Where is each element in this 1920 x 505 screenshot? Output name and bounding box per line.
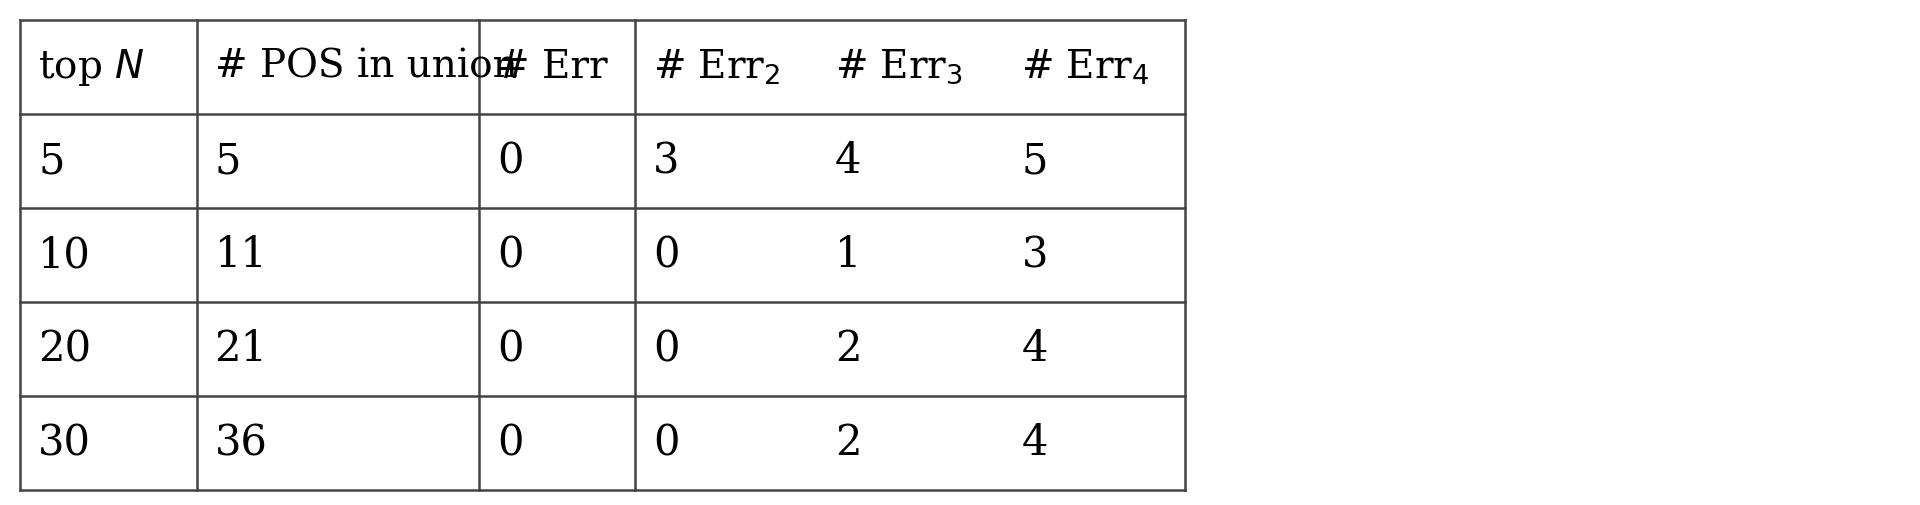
Text: 0: 0 <box>653 422 680 464</box>
Text: 21: 21 <box>215 328 267 370</box>
Text: 0: 0 <box>653 328 680 370</box>
Text: # Err$_4$: # Err$_4$ <box>1021 47 1150 87</box>
Text: 5: 5 <box>38 140 65 182</box>
Text: 20: 20 <box>38 328 90 370</box>
Text: 0: 0 <box>497 140 524 182</box>
Text: 5: 5 <box>215 140 242 182</box>
Text: 0: 0 <box>497 422 524 464</box>
Text: # Err: # Err <box>497 48 607 85</box>
Text: # Err$_2$: # Err$_2$ <box>653 47 781 87</box>
Text: 0: 0 <box>653 234 680 276</box>
Text: 30: 30 <box>38 422 90 464</box>
Text: 4: 4 <box>1021 422 1048 464</box>
Text: 2: 2 <box>835 328 862 370</box>
Text: # Err$_3$: # Err$_3$ <box>835 47 962 86</box>
Text: 4: 4 <box>835 140 862 182</box>
Text: 0: 0 <box>497 328 524 370</box>
Text: 3: 3 <box>1021 234 1048 276</box>
Text: top $N$: top $N$ <box>38 46 144 87</box>
Text: 4: 4 <box>1021 328 1048 370</box>
Text: 0: 0 <box>497 234 524 276</box>
Text: 5: 5 <box>1021 140 1048 182</box>
Text: 10: 10 <box>38 234 90 276</box>
Text: 3: 3 <box>653 140 680 182</box>
Text: 11: 11 <box>215 234 267 276</box>
Text: 36: 36 <box>215 422 267 464</box>
Text: # POS in union: # POS in union <box>215 48 516 85</box>
Text: 2: 2 <box>835 422 862 464</box>
Text: 1: 1 <box>835 234 862 276</box>
